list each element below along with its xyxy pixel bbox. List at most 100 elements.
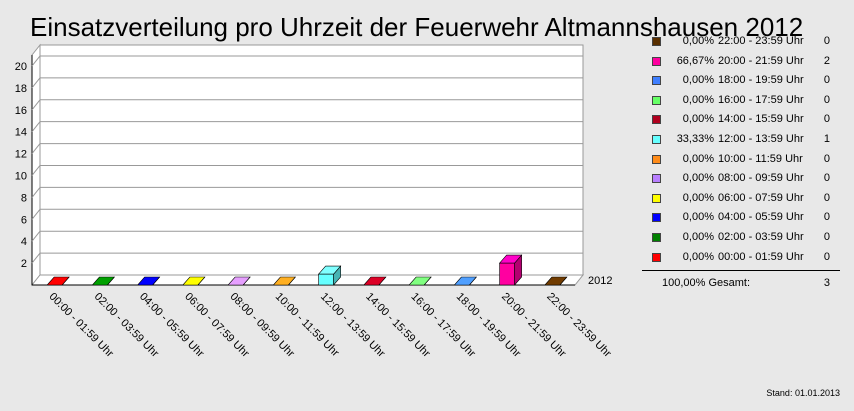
gridline-side [31,165,41,176]
bar-top [453,276,478,286]
chart-walls [30,43,585,287]
legend-percent: 0,00% [682,113,714,126]
legend-count: 1 [823,133,830,145]
legend-swatch [652,76,661,86]
bar-front [499,262,515,286]
legend-label: 18:00 - 19:59 Uhr [718,74,804,87]
legend-percent: 0,00% [682,191,714,204]
bar-top [91,276,116,286]
legend-count: 0 [823,231,830,243]
legend-count: 0 [823,152,830,165]
y-tick-label: 20 [15,61,27,73]
bar-top [498,254,523,264]
legend-swatch [652,37,661,46]
bar-top [46,276,70,286]
gridline-side [31,143,41,154]
bar-top [363,276,387,286]
chart-title: Einsatzverteilung pro Uhrzeit der Feuerw… [30,12,804,42]
legend-swatch [652,56,661,66]
legend-label: 12:00 - 13:59 Uhr [718,133,804,145]
legend-label: 02:00 - 03:59 Uhr [718,231,804,243]
bar-top [272,276,297,286]
legend-count: 0 [823,191,830,204]
legend-swatch [652,252,661,262]
legend-percent: 0,00% [682,231,714,243]
y-tick-label: 4 [21,236,27,248]
gridline-side [31,77,41,89]
back-wall [39,44,584,276]
bar-front [318,273,334,286]
y-tick-label: 14 [15,127,27,139]
legend-label: 10:00 - 11:59 Uhr [718,152,803,165]
legend-percent: 0,00% [682,93,714,106]
bar-top [227,276,251,286]
bar [498,254,523,286]
legend-percent: 0,00% [682,250,714,263]
left-wall [31,43,41,287]
legend-percent: 0,00% [682,211,714,224]
y-tick-label: 18 [15,83,27,95]
bar-top [544,276,568,286]
legend-count: 0 [823,35,830,47]
y-tick-label: 8 [21,192,27,204]
bar [227,276,251,286]
gridline-side [31,208,41,220]
bar [91,276,116,286]
legend-label: 00:00 - 01:59 Uhr [718,250,804,263]
legend-count: 0 [823,250,830,263]
legend-count: 0 [823,211,830,224]
bar [136,276,161,286]
legend-swatch [652,115,661,125]
legend-swatch [652,154,661,164]
bar [182,276,206,286]
legend-total-label: 100,00% Gesamt: [662,277,751,289]
legend-swatch [652,213,661,223]
gridline-side [31,121,41,132]
legend-swatch [652,95,661,105]
legend-label: 20:00 - 21:59 Uhr [718,54,804,67]
legend-percent: 0,00% [682,172,714,185]
legend-label: 04:00 - 05:59 Uhr [718,211,804,224]
legend-label: 16:00 - 17:59 Uhr [718,93,804,106]
bar-top [408,276,432,286]
legend-label: 06:00 - 07:59 Uhr [718,191,804,204]
chart-bars [46,254,568,286]
gridline-side [31,99,41,111]
legend-count: 2 [823,54,830,67]
bar [408,276,432,286]
legend-total-count: 3 [823,277,830,289]
legend-count: 0 [823,74,830,87]
legend-swatch [652,233,661,242]
legend-label: 08:00 - 09:59 Uhr [718,172,804,185]
gridline-side [31,230,41,242]
gridline-side [31,55,41,67]
bar-top [136,276,161,286]
bar [544,276,568,286]
legend-percent: 0,00% [682,74,714,87]
legend-swatch [652,193,661,203]
bar [453,276,478,286]
bar-top [317,265,342,275]
bar [272,276,297,286]
legend-count: 0 [823,172,830,185]
legend-swatch [652,174,661,184]
y-tick-label: 10 [15,170,27,182]
legend-percent: 66,67% [676,54,714,67]
y-tick-label: 16 [15,105,27,117]
y-tick-label: 6 [21,214,27,226]
legend-count: 0 [823,93,830,106]
legend-label: 14:00 - 15:59 Uhr [718,113,804,126]
bar [46,276,70,286]
y-axis-ticks: 2 4 6 8 10 12 14 16 18 20 [15,61,27,270]
footer-date: Stand: 01.01.2013 [766,388,840,398]
chart-gridlines [31,55,583,264]
legend-percent: 33,33% [676,133,714,145]
gridline-side [31,252,41,264]
legend-count: 0 [823,113,830,126]
legend-swatch [652,135,661,144]
y-tick-label: 2 [21,258,27,270]
legend-label: 22:00 - 23:59 Uhr [718,35,804,47]
legend-percent: 0,00% [682,35,714,47]
